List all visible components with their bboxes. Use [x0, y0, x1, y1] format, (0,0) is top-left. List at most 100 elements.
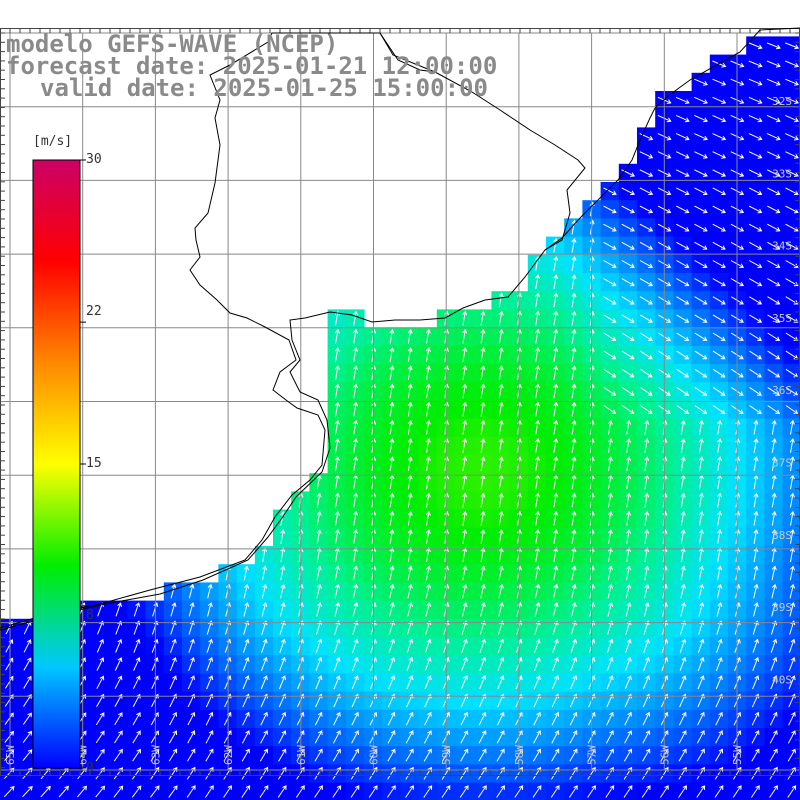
wind-arrow [771, 601, 777, 617]
wind-arrow [553, 529, 559, 544]
wind-arrow [533, 711, 541, 726]
wind-arrow [461, 638, 468, 653]
wind-arrow [607, 583, 614, 599]
wind-arrow [643, 638, 650, 653]
wind-arrow [314, 711, 323, 726]
wind-arrow [553, 383, 559, 399]
wind-arrow [640, 386, 653, 396]
wind-arrow [407, 565, 413, 581]
wind-arrow [680, 529, 686, 544]
wind-arrow [603, 405, 617, 415]
wind-arrow [332, 785, 342, 798]
wind-arrow [607, 601, 614, 617]
wind-arrow [23, 657, 32, 671]
wind-arrow [462, 529, 468, 544]
wind-arrow [570, 675, 578, 690]
wind-arrow [717, 419, 723, 435]
wind-arrow [623, 785, 633, 798]
wind-arrow [715, 675, 723, 690]
wind-arrow [571, 565, 577, 581]
wind-arrow [639, 133, 654, 141]
wind-arrow [496, 711, 505, 726]
wind-arrow [535, 292, 541, 308]
wind-arrow [716, 638, 723, 653]
wind-arrow [150, 785, 160, 798]
wind-arrow [751, 748, 760, 762]
wind-arrow [621, 405, 635, 415]
wind-speed-field [0, 36, 800, 800]
wind-arrow [425, 328, 431, 344]
wind-arrow [696, 730, 705, 744]
wind-arrow [424, 638, 432, 653]
wind-arrow [680, 547, 686, 563]
wind-arrow [552, 601, 559, 617]
wind-arrow [789, 456, 795, 472]
wind-arrow [132, 711, 141, 726]
wind-arrow [387, 730, 396, 744]
wind-arrow [407, 383, 413, 399]
wind-arrow [459, 785, 469, 798]
wind-arrow [694, 296, 708, 305]
wind-arrow [553, 510, 559, 526]
wind-arrow [425, 510, 431, 526]
wind-arrow [715, 730, 723, 744]
wind-arrow [405, 711, 414, 726]
wind-arrow [676, 223, 690, 232]
wind-arrow [752, 675, 760, 690]
wind-arrow [460, 711, 469, 726]
wind-arrow [315, 656, 323, 671]
wind-arrow [334, 310, 340, 326]
wind-arrow [407, 510, 413, 526]
wind-arrow [389, 492, 395, 508]
wind-arrow [712, 332, 726, 341]
wind-arrow [480, 583, 486, 599]
wind-arrow [753, 565, 759, 581]
wind-arrow [748, 169, 763, 177]
wind-arrow [753, 438, 759, 453]
longitude-label: 60W [368, 745, 381, 765]
wind-arrow [206, 638, 213, 653]
wind-arrow [424, 656, 432, 671]
wind-arrow [698, 601, 705, 617]
wind-arrow [460, 675, 468, 690]
wind-arrow [480, 383, 486, 399]
wind-arrow [769, 748, 778, 762]
wind-arrow [606, 638, 614, 653]
wind-arrow [334, 419, 340, 435]
wind-arrow [679, 638, 687, 653]
wind-arrow [644, 456, 650, 472]
wind-arrow [461, 656, 468, 671]
wind-arrow [748, 133, 763, 141]
wind-arrow [789, 601, 796, 617]
wind-arrow [625, 601, 632, 617]
wind-arrow [785, 260, 799, 268]
colorbar-tick-22: 22 [86, 304, 102, 319]
wind-arrow [152, 602, 159, 617]
wind-arrow [498, 565, 504, 581]
wind-arrow [767, 386, 781, 396]
longitude-label: 62W [222, 745, 235, 765]
wind-arrow [571, 292, 577, 308]
wind-arrow [279, 601, 286, 617]
wind-arrow [462, 401, 468, 417]
wind-arrow [624, 730, 632, 744]
wind-arrow [644, 510, 650, 526]
wind-arrow [477, 785, 487, 798]
wind-arrow [714, 785, 724, 798]
wind-arrow [607, 510, 613, 526]
wind-arrow [712, 78, 727, 86]
wind-arrow [407, 492, 413, 508]
wind-arrow [789, 492, 795, 508]
wind-arrow [407, 529, 413, 544]
wind-arrow [698, 547, 704, 563]
wind-arrow [766, 169, 781, 177]
wind-arrow [694, 241, 708, 250]
wind-arrow [113, 785, 124, 798]
wind-arrow [678, 785, 687, 798]
longitude-label: 63W [149, 745, 162, 765]
wind-arrow [621, 332, 635, 341]
wind-arrow [789, 438, 795, 453]
wind-arrow [498, 419, 504, 435]
wind-arrow [407, 328, 413, 344]
